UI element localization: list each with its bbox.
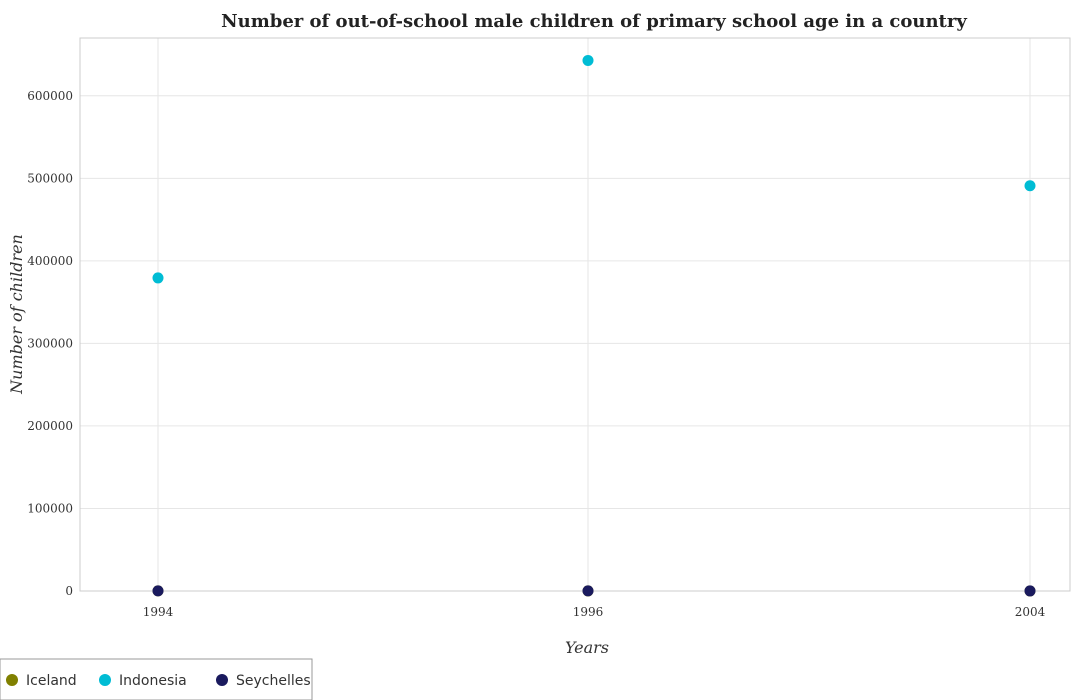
plot-frame: [79, 37, 1071, 592]
point-indonesia-1994: [152, 272, 164, 284]
y-tick-labels: 0 100000 200000 300000 400000 500000 600000: [27, 89, 73, 598]
y-tick-label: 400000: [27, 254, 73, 268]
x-axis-label: Years: [565, 638, 609, 657]
grid-lines: [80, 38, 1070, 592]
y-tick-label: 600000: [27, 89, 73, 103]
legend: Iceland Indonesia Seychelles: [0, 658, 313, 700]
point-seychelles-2004: [1024, 585, 1036, 597]
legend-marker-iceland: [6, 674, 18, 686]
x-tick-labels: 1994 1996 2004: [143, 605, 1046, 619]
x-tick-label: 1996: [573, 605, 604, 619]
y-tick-label: 0: [65, 584, 73, 598]
legend-box: [0, 658, 313, 700]
point-indonesia-1996: [582, 54, 594, 66]
y-axis-label: Number of children: [7, 234, 26, 395]
legend-marker-indonesia: [99, 674, 111, 686]
y-tick-label: 200000: [27, 419, 73, 433]
legend-label-indonesia: Indonesia: [119, 673, 187, 689]
y-tick-label: 300000: [27, 336, 73, 350]
x-tick-label: 1994: [143, 605, 174, 619]
x-tick-label: 2004: [1015, 605, 1046, 619]
y-tick-label: 500000: [27, 171, 73, 185]
y-tick-label: 100000: [27, 501, 73, 515]
point-indonesia-2004: [1024, 180, 1036, 192]
legend-marker-seychelles: [216, 674, 228, 686]
data-points: [152, 54, 1036, 597]
point-seychelles-1994: [152, 585, 164, 597]
legend-label-seychelles: Seychelles: [236, 673, 311, 689]
legend-label-iceland: Iceland: [26, 673, 77, 689]
chart-title: Number of out-of-school male children of…: [221, 11, 967, 32]
point-seychelles-1996: [582, 585, 594, 597]
